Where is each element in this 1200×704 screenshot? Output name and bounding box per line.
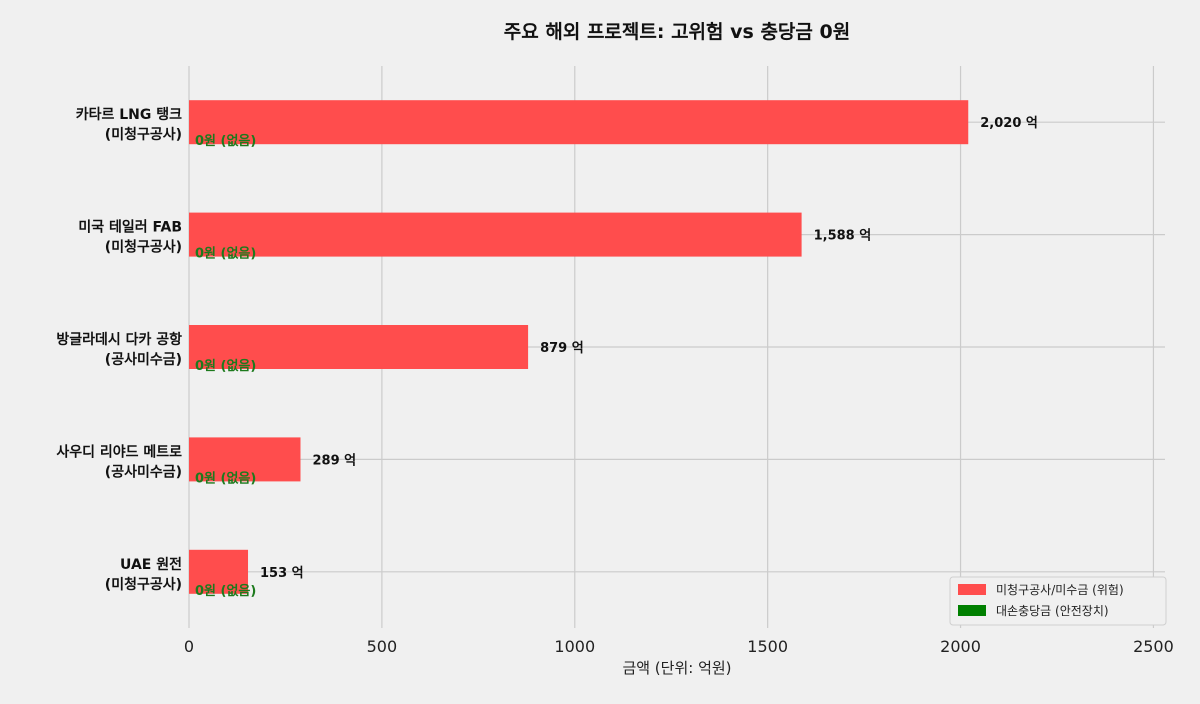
bar-risk	[189, 437, 301, 482]
x-tick-label: 2500	[1133, 637, 1174, 656]
value-label-safety: 0원 (없음)	[195, 583, 256, 599]
category-label: 카타르 LNG 탱크	[76, 106, 182, 123]
category-label: 미국 테일러 FAB	[78, 220, 182, 236]
category-sublabel: (공사미수금)	[105, 464, 182, 480]
category-sublabel: (공사미수금)	[105, 352, 182, 368]
category-label: 방글라데시 다카 공항	[56, 331, 182, 348]
value-label-risk: 289 억	[312, 453, 356, 468]
legend: 미청구공사/미수금 (위험) 대손충당금 (안전장치)	[949, 576, 1167, 626]
value-label-safety: 0원 (없음)	[195, 470, 256, 486]
legend-swatch-risk	[958, 584, 986, 595]
category-label: UAE 원전	[120, 556, 182, 573]
value-label-risk: 2,020 억	[980, 116, 1038, 131]
x-tick-label: 0	[184, 637, 194, 656]
bar-risk	[189, 549, 249, 594]
bar-risk	[189, 325, 529, 369]
bar-risk	[189, 212, 802, 257]
x-tick-label: 2000	[940, 637, 981, 656]
bar-risk	[189, 100, 969, 145]
category-label: 사우디 리야드 메트로	[56, 443, 182, 460]
value-label-safety: 0원 (없음)	[195, 358, 256, 374]
x-axis-label: 금액 (단위: 억원)	[622, 659, 731, 677]
legend-label-risk: 미청구공사/미수금 (위험)	[996, 583, 1124, 597]
labels: 0 500 1000 1500 2000 2500 2,020 억 0원 (없음) 카타르 LN…	[56, 106, 1173, 656]
category-sublabel: (미청구공사)	[105, 240, 182, 256]
legend-label-safety: 대손충당금 (안전장치)	[996, 604, 1109, 618]
x-tick-label: 1000	[554, 637, 595, 656]
bars	[189, 100, 969, 594]
value-label-risk: 879 억	[540, 341, 584, 356]
value-label-safety: 0원 (없음)	[195, 133, 256, 149]
legend-box	[949, 576, 1167, 626]
category-sublabel: (미청구공사)	[105, 577, 182, 593]
x-tick-label: 1500	[747, 637, 788, 656]
category-sublabel: (미청구공사)	[105, 127, 182, 143]
chart-title: 주요 해외 프로젝트: 고위험 vs 충당금 0원	[504, 21, 850, 43]
x-tick-label: 500	[367, 637, 398, 656]
value-label-safety: 0원 (없음)	[195, 246, 256, 262]
value-label-risk: 153 억	[260, 566, 304, 581]
value-label-risk: 1,588 억	[814, 229, 872, 244]
legend-swatch-safety	[958, 605, 986, 616]
